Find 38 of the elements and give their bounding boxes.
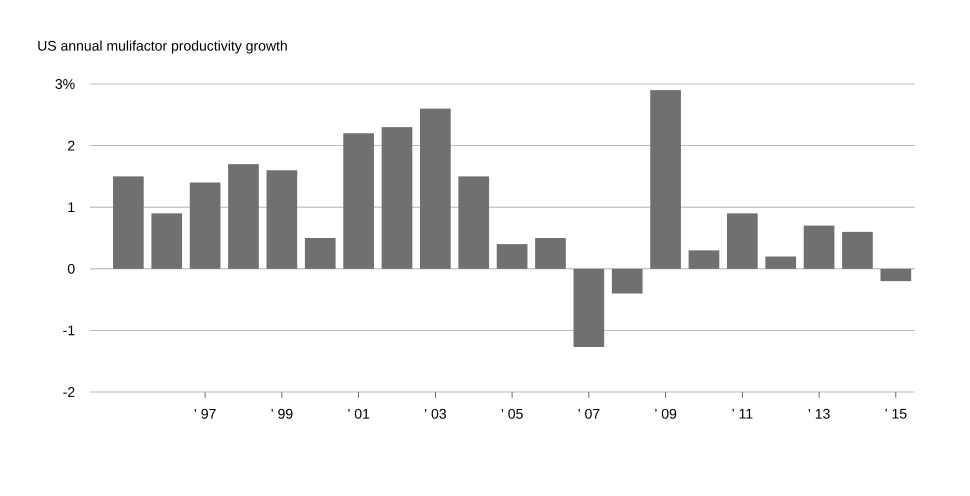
- bar: [190, 182, 220, 269]
- x-tick-label: ’ 03: [424, 408, 446, 419]
- bar: [650, 90, 681, 269]
- bar: [228, 164, 259, 269]
- bar: [842, 232, 873, 269]
- y-tick-label: -1: [63, 326, 74, 336]
- x-tick-label: ’ 05: [502, 408, 523, 419]
- bar: [113, 176, 144, 269]
- bar: [688, 250, 720, 269]
- x-tick-label: ’ 01: [348, 408, 370, 419]
- bar: [765, 256, 796, 269]
- x-tick-label: ’ 97: [194, 408, 216, 419]
- y-tick-label: 3%: [55, 79, 75, 89]
- y-tick-label: 0: [68, 264, 75, 274]
- chart-title: US annual mulifactor productivity growth: [38, 40, 287, 54]
- bar: [496, 244, 528, 269]
- x-tick-label: ’ 11: [732, 408, 752, 418]
- bar: [880, 268, 912, 282]
- x-tick-label: ’ 15: [885, 408, 907, 419]
- bar: [535, 238, 566, 269]
- bar: [151, 213, 182, 269]
- y-tick-label: 1: [68, 202, 74, 212]
- bar: [726, 213, 758, 269]
- bar: [304, 238, 336, 269]
- x-tick-label: ’ 07: [578, 408, 600, 419]
- bar: [266, 170, 298, 269]
- x-tick-label: ’ 13: [808, 408, 830, 419]
- bar: [458, 176, 490, 269]
- bar: [573, 268, 604, 348]
- x-tick-label: ’ 99: [271, 408, 292, 419]
- bar: [420, 108, 451, 269]
- y-tick-label: -2: [63, 387, 74, 397]
- bar: [612, 268, 643, 294]
- x-tick-label: ’ 09: [655, 408, 676, 419]
- bar: [382, 127, 412, 269]
- y-tick-label: 2: [68, 140, 74, 150]
- bar: [804, 226, 834, 269]
- bar: [343, 133, 374, 269]
